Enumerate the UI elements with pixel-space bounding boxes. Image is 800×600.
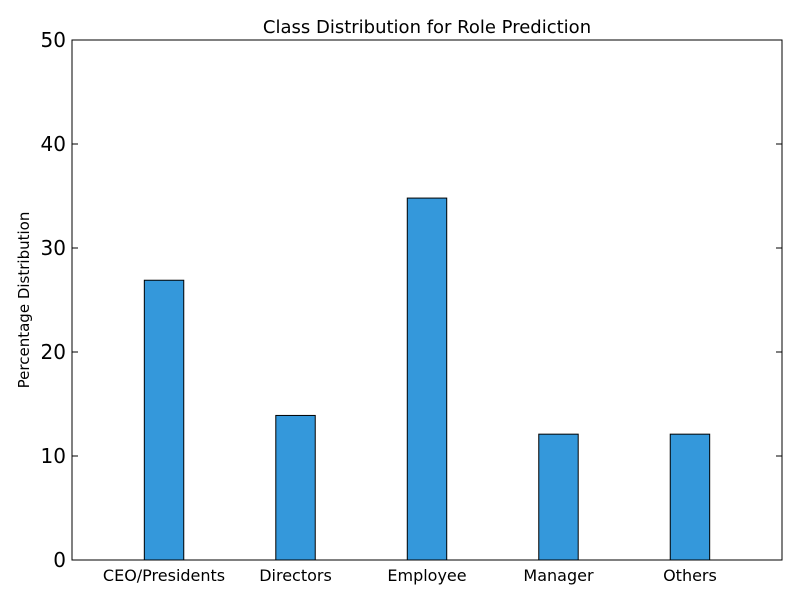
y-tick-label: 10 [41,444,66,468]
y-axis-label: Percentage Distribution [15,212,33,389]
bar-manager [538,433,579,561]
bar-employee [406,197,448,561]
bar-directors [275,414,316,561]
y-tick-label: 40 [41,132,66,156]
x-tick-label: CEO/Presidents [103,566,225,585]
bar-ceo-presidents [143,279,185,561]
y-tick-label: 20 [41,340,66,364]
bar-others [669,433,711,561]
y-tick-label: 50 [41,28,66,52]
x-tick-label: Directors [259,566,332,585]
y-ticks-layer: 0 10 20 30 40 50 [41,28,782,572]
y-tick-label: 0 [53,548,66,572]
x-tick-label: Employee [387,566,466,585]
plot-frame [71,39,783,561]
y-tick-label: 30 [41,236,66,260]
bars-layer [143,197,711,561]
x-tick-label: Manager [523,566,594,585]
x-tick-label: Others [663,566,717,585]
chart-title: Class Distribution for Role Prediction [263,17,591,38]
x-ticks-layer: CEO/Presidents Directors Employee Manager Ot… [103,566,717,585]
